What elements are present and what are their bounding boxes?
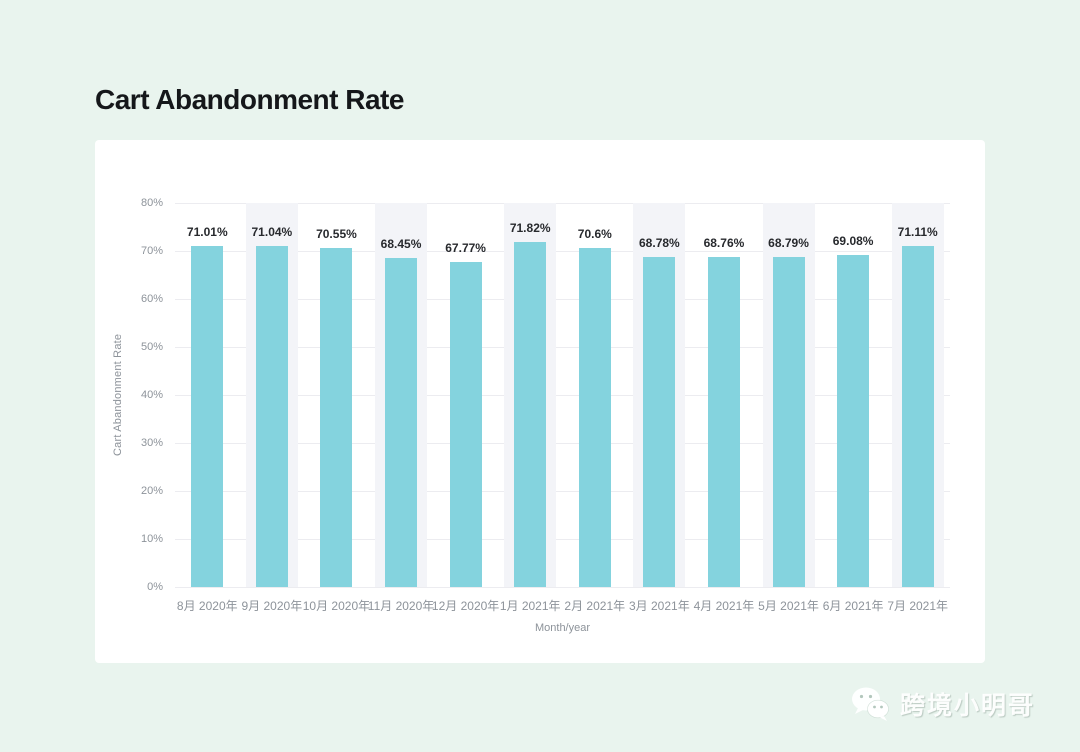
bar-column: 68.79% 5月 2021年 — [756, 203, 821, 613]
bar-column: 68.76% 4月 2021年 — [692, 203, 757, 613]
gridline — [175, 539, 950, 540]
x-tick-label: 6月 2021年 — [822, 599, 884, 613]
x-tick-label: 8月 2020年 — [176, 599, 238, 613]
bar-column: 71.11% 7月 2021年 — [885, 203, 950, 613]
x-tick-label: 12月 2020年 — [431, 599, 500, 613]
x-tick-label: 2月 2021年 — [564, 599, 626, 613]
gridline — [175, 203, 950, 204]
bar-value-label: 71.04% — [251, 225, 293, 240]
bar-value-label: 70.55% — [316, 227, 357, 242]
y-tick-label: 40% — [140, 389, 163, 401]
bar — [255, 246, 288, 587]
bar-column: 67.77% 12月 2020年 — [432, 203, 499, 613]
y-tick-label: 60% — [140, 293, 163, 305]
bar-value-label: 71.82% — [509, 221, 551, 236]
bar — [385, 258, 418, 587]
bar — [191, 246, 224, 587]
bar-column: 71.04% 9月 2020年 — [240, 203, 305, 613]
bar-column: 71.82% 1月 2021年 — [498, 203, 563, 613]
bar — [449, 261, 482, 587]
gridline — [175, 443, 950, 444]
bar-column: 70.55% 10月 2020年 — [303, 203, 370, 613]
x-tick-label: 1月 2021年 — [499, 599, 561, 613]
y-tick-label: 30% — [140, 437, 163, 449]
bar-value-label: 71.11% — [897, 224, 938, 239]
bar-value-label: 70.6% — [577, 227, 612, 242]
plot-area: 71.01% 8月 2020年 71.04% 9月 2020年 70.55% 10月 20… — [175, 203, 950, 613]
bar-column: 70.6% 2月 2021年 — [563, 203, 628, 613]
bar-column: 71.01% 8月 2020年 — [175, 203, 240, 613]
bar — [514, 242, 547, 587]
x-tick-label: 11月 2020年 — [367, 599, 435, 613]
bar — [320, 248, 353, 587]
gridline — [175, 299, 950, 300]
x-axis-title: Month/year — [534, 622, 591, 634]
bar — [901, 245, 934, 587]
y-tick-label: 70% — [140, 245, 163, 257]
x-tick-label: 7月 2021年 — [887, 599, 949, 613]
wechat-icon — [852, 687, 889, 721]
gridline — [175, 395, 950, 396]
bar-value-label: 67.77% — [445, 240, 486, 255]
bar — [837, 255, 870, 587]
bar-value-label: 71.01% — [186, 225, 228, 240]
bar-value-label: 68.45% — [380, 237, 422, 252]
bar-value-label: 68.78% — [639, 235, 680, 250]
y-tick-label: 50% — [140, 341, 163, 353]
y-tick-label: 10% — [140, 533, 163, 545]
watermark-text: 跨境小明哥 — [900, 692, 1036, 720]
y-tick-label: 80% — [140, 197, 163, 209]
watermark: 跨境小明哥 — [848, 682, 1035, 726]
bar — [643, 256, 676, 587]
y-tick-label: 0% — [147, 581, 163, 593]
chart-card: Cart Abandonment Rate 0% 10% 20% 30% 40% 50% 6… — [95, 140, 985, 663]
x-tick-label: 3月 2021年 — [629, 599, 690, 613]
gridline — [175, 491, 950, 492]
page-title: Cart Abandonment Rate — [95, 84, 404, 115]
x-tick-label: 5月 2021年 — [758, 599, 819, 613]
bar-column: 68.45% 11月 2020年 — [368, 203, 434, 613]
bar-column: 68.78% 3月 2021年 — [627, 203, 692, 613]
gridline — [175, 347, 950, 348]
y-axis-ticks: 0% 10% 20% 30% 40% 50% 60% 70% 80% — [95, 197, 163, 593]
bar — [578, 248, 611, 587]
x-tick-label: 9月 2020年 — [241, 599, 303, 613]
bar — [772, 256, 805, 587]
x-tick-label: 10月 2020年 — [302, 599, 371, 613]
bar-column: 69.08% 6月 2021年 — [821, 203, 886, 613]
bar — [707, 256, 740, 587]
x-tick-label: 4月 2021年 — [693, 599, 755, 613]
bar-value-label: 69.08% — [832, 234, 874, 249]
y-tick-label: 20% — [140, 485, 163, 497]
bar-value-label: 68.79% — [768, 235, 809, 250]
bar-value-label: 68.76% — [703, 235, 745, 250]
gridline — [175, 587, 950, 588]
gridline — [175, 251, 950, 252]
